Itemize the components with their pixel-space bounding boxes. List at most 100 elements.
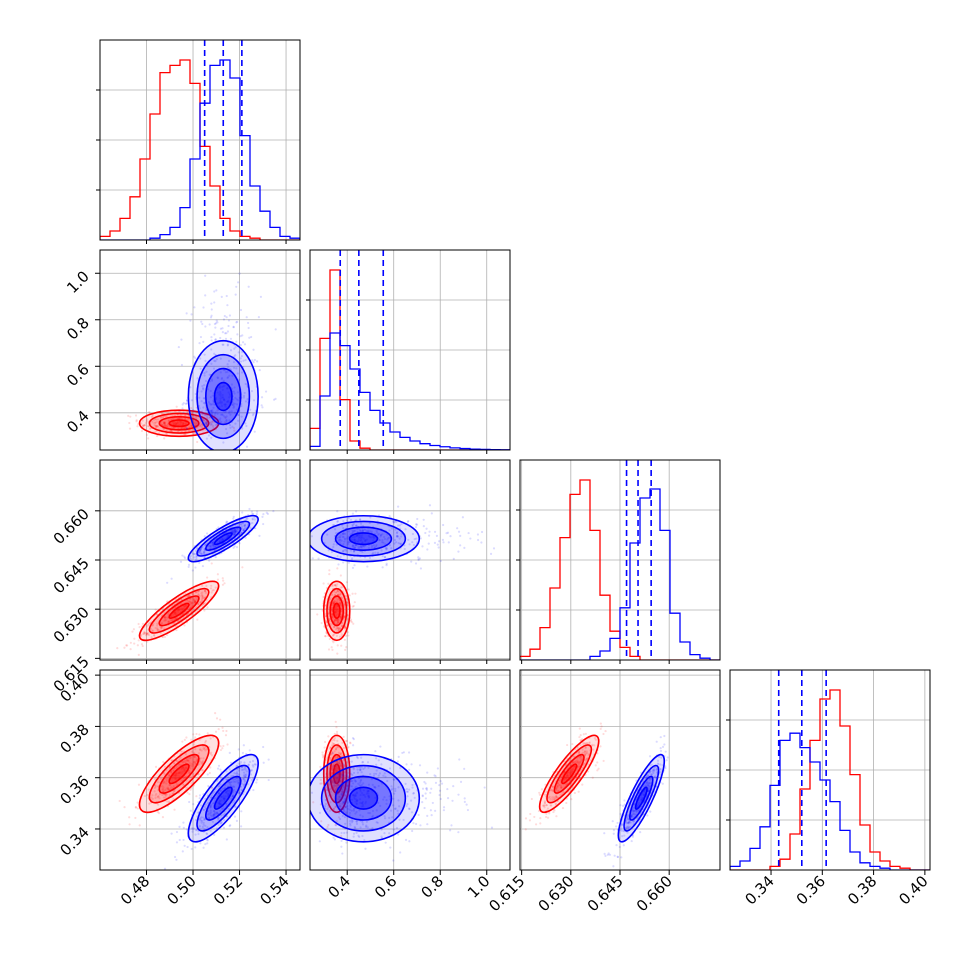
scatter-point xyxy=(164,793,167,796)
scatter-point xyxy=(165,787,168,790)
scatter-point xyxy=(584,750,587,753)
scatter-point xyxy=(214,411,217,414)
scatter-point xyxy=(169,619,172,622)
scatter-point xyxy=(177,608,181,612)
scatter-point xyxy=(217,792,221,795)
scatter-point xyxy=(336,621,340,624)
scatter-point xyxy=(180,767,183,770)
panel-content xyxy=(310,504,496,655)
scatter-point xyxy=(341,535,344,538)
scatter-point xyxy=(567,775,570,779)
scatter-point xyxy=(234,780,237,783)
scatter-point xyxy=(332,634,335,637)
scatter-point xyxy=(233,533,236,536)
scatter-point xyxy=(335,614,338,617)
scatter-point xyxy=(342,532,345,535)
scatter-point xyxy=(356,534,359,537)
scatter-point xyxy=(236,333,239,336)
scatter-point xyxy=(163,867,167,870)
scatter-point xyxy=(164,619,167,622)
scatter-point xyxy=(339,616,343,619)
scatter-point xyxy=(155,613,159,616)
scatter-point xyxy=(361,550,364,554)
scatter-point xyxy=(238,779,241,782)
scatter-point xyxy=(336,520,339,523)
scatter-point xyxy=(227,319,231,322)
scatter-point xyxy=(565,801,568,805)
scatter-point xyxy=(659,749,663,753)
scatter-point xyxy=(238,542,241,545)
scatter-point xyxy=(251,776,255,780)
scatter-point xyxy=(654,775,657,778)
scatter-point xyxy=(634,813,637,816)
scatter-point xyxy=(319,782,322,785)
scatter-point xyxy=(235,403,239,406)
scatter-point xyxy=(627,826,631,829)
scatter-point xyxy=(360,537,363,540)
scatter-point xyxy=(227,411,231,414)
scatter-point xyxy=(145,632,148,636)
scatter-point xyxy=(194,846,197,849)
scatter-point xyxy=(162,760,165,763)
scatter-point xyxy=(351,529,354,532)
scatter-point xyxy=(261,406,264,409)
scatter-point xyxy=(189,756,192,759)
red-contour-line xyxy=(138,580,220,642)
scatter-point xyxy=(340,644,343,647)
scatter-point xyxy=(155,420,159,423)
scatter-point xyxy=(251,359,254,362)
scatter-point xyxy=(227,781,231,784)
scatter-point xyxy=(663,743,666,746)
scatter-point xyxy=(353,601,356,604)
scatter-point xyxy=(326,533,329,536)
scatter-point xyxy=(205,420,208,424)
scatter-point xyxy=(202,821,205,824)
scatter-point xyxy=(346,604,349,607)
scatter-point xyxy=(407,751,411,754)
scatter-point xyxy=(218,802,221,805)
scatter-point xyxy=(155,425,158,428)
scatter-point xyxy=(333,600,336,603)
red-contour-line xyxy=(553,753,585,794)
scatter-point xyxy=(228,392,231,396)
scatter-point xyxy=(338,536,341,539)
scatter-point xyxy=(134,806,137,809)
scatter-point xyxy=(330,608,333,612)
scatter-point xyxy=(252,399,256,402)
scatter-point xyxy=(180,750,184,753)
scatter-point xyxy=(348,808,351,811)
scatter-point xyxy=(210,339,213,342)
scatter-point xyxy=(203,353,206,356)
scatter-point xyxy=(226,330,230,333)
scatter-point xyxy=(551,785,555,788)
scatter-point xyxy=(352,550,356,553)
scatter-point xyxy=(229,781,232,784)
scatter-point xyxy=(363,793,366,797)
scatter-point xyxy=(393,792,396,795)
scatter-point xyxy=(367,811,370,815)
scatter-point xyxy=(344,627,347,630)
scatter-point xyxy=(368,812,372,815)
scatter-point xyxy=(233,392,236,395)
scatter-point xyxy=(347,540,350,544)
scatter-point xyxy=(250,769,253,772)
scatter-point xyxy=(174,422,177,425)
scatter-point xyxy=(580,738,584,741)
scatter-point xyxy=(178,771,182,774)
scatter-point xyxy=(211,540,215,544)
scatter-point xyxy=(216,573,219,576)
scatter-point xyxy=(209,396,212,399)
scatter-point xyxy=(338,802,341,805)
scatter-point xyxy=(226,534,229,537)
scatter-point xyxy=(530,797,533,801)
scatter-point xyxy=(392,520,396,524)
scatter-point xyxy=(356,792,359,795)
scatter-point xyxy=(164,794,168,797)
scatter-point xyxy=(189,809,192,812)
scatter-point xyxy=(354,529,357,532)
scatter-point xyxy=(192,553,195,556)
scatter-point xyxy=(382,541,385,544)
scatter-point xyxy=(350,532,353,535)
scatter-point xyxy=(241,511,244,514)
scatter-point xyxy=(177,763,180,767)
